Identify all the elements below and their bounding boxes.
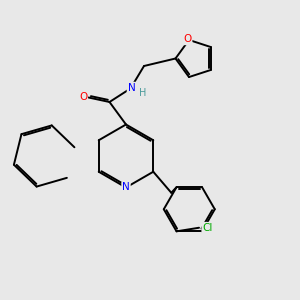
- Text: N: N: [128, 82, 135, 93]
- Text: Cl: Cl: [202, 223, 213, 233]
- Text: O: O: [183, 34, 192, 44]
- Text: O: O: [79, 92, 87, 102]
- Text: H: H: [140, 88, 147, 98]
- Text: N: N: [122, 182, 130, 193]
